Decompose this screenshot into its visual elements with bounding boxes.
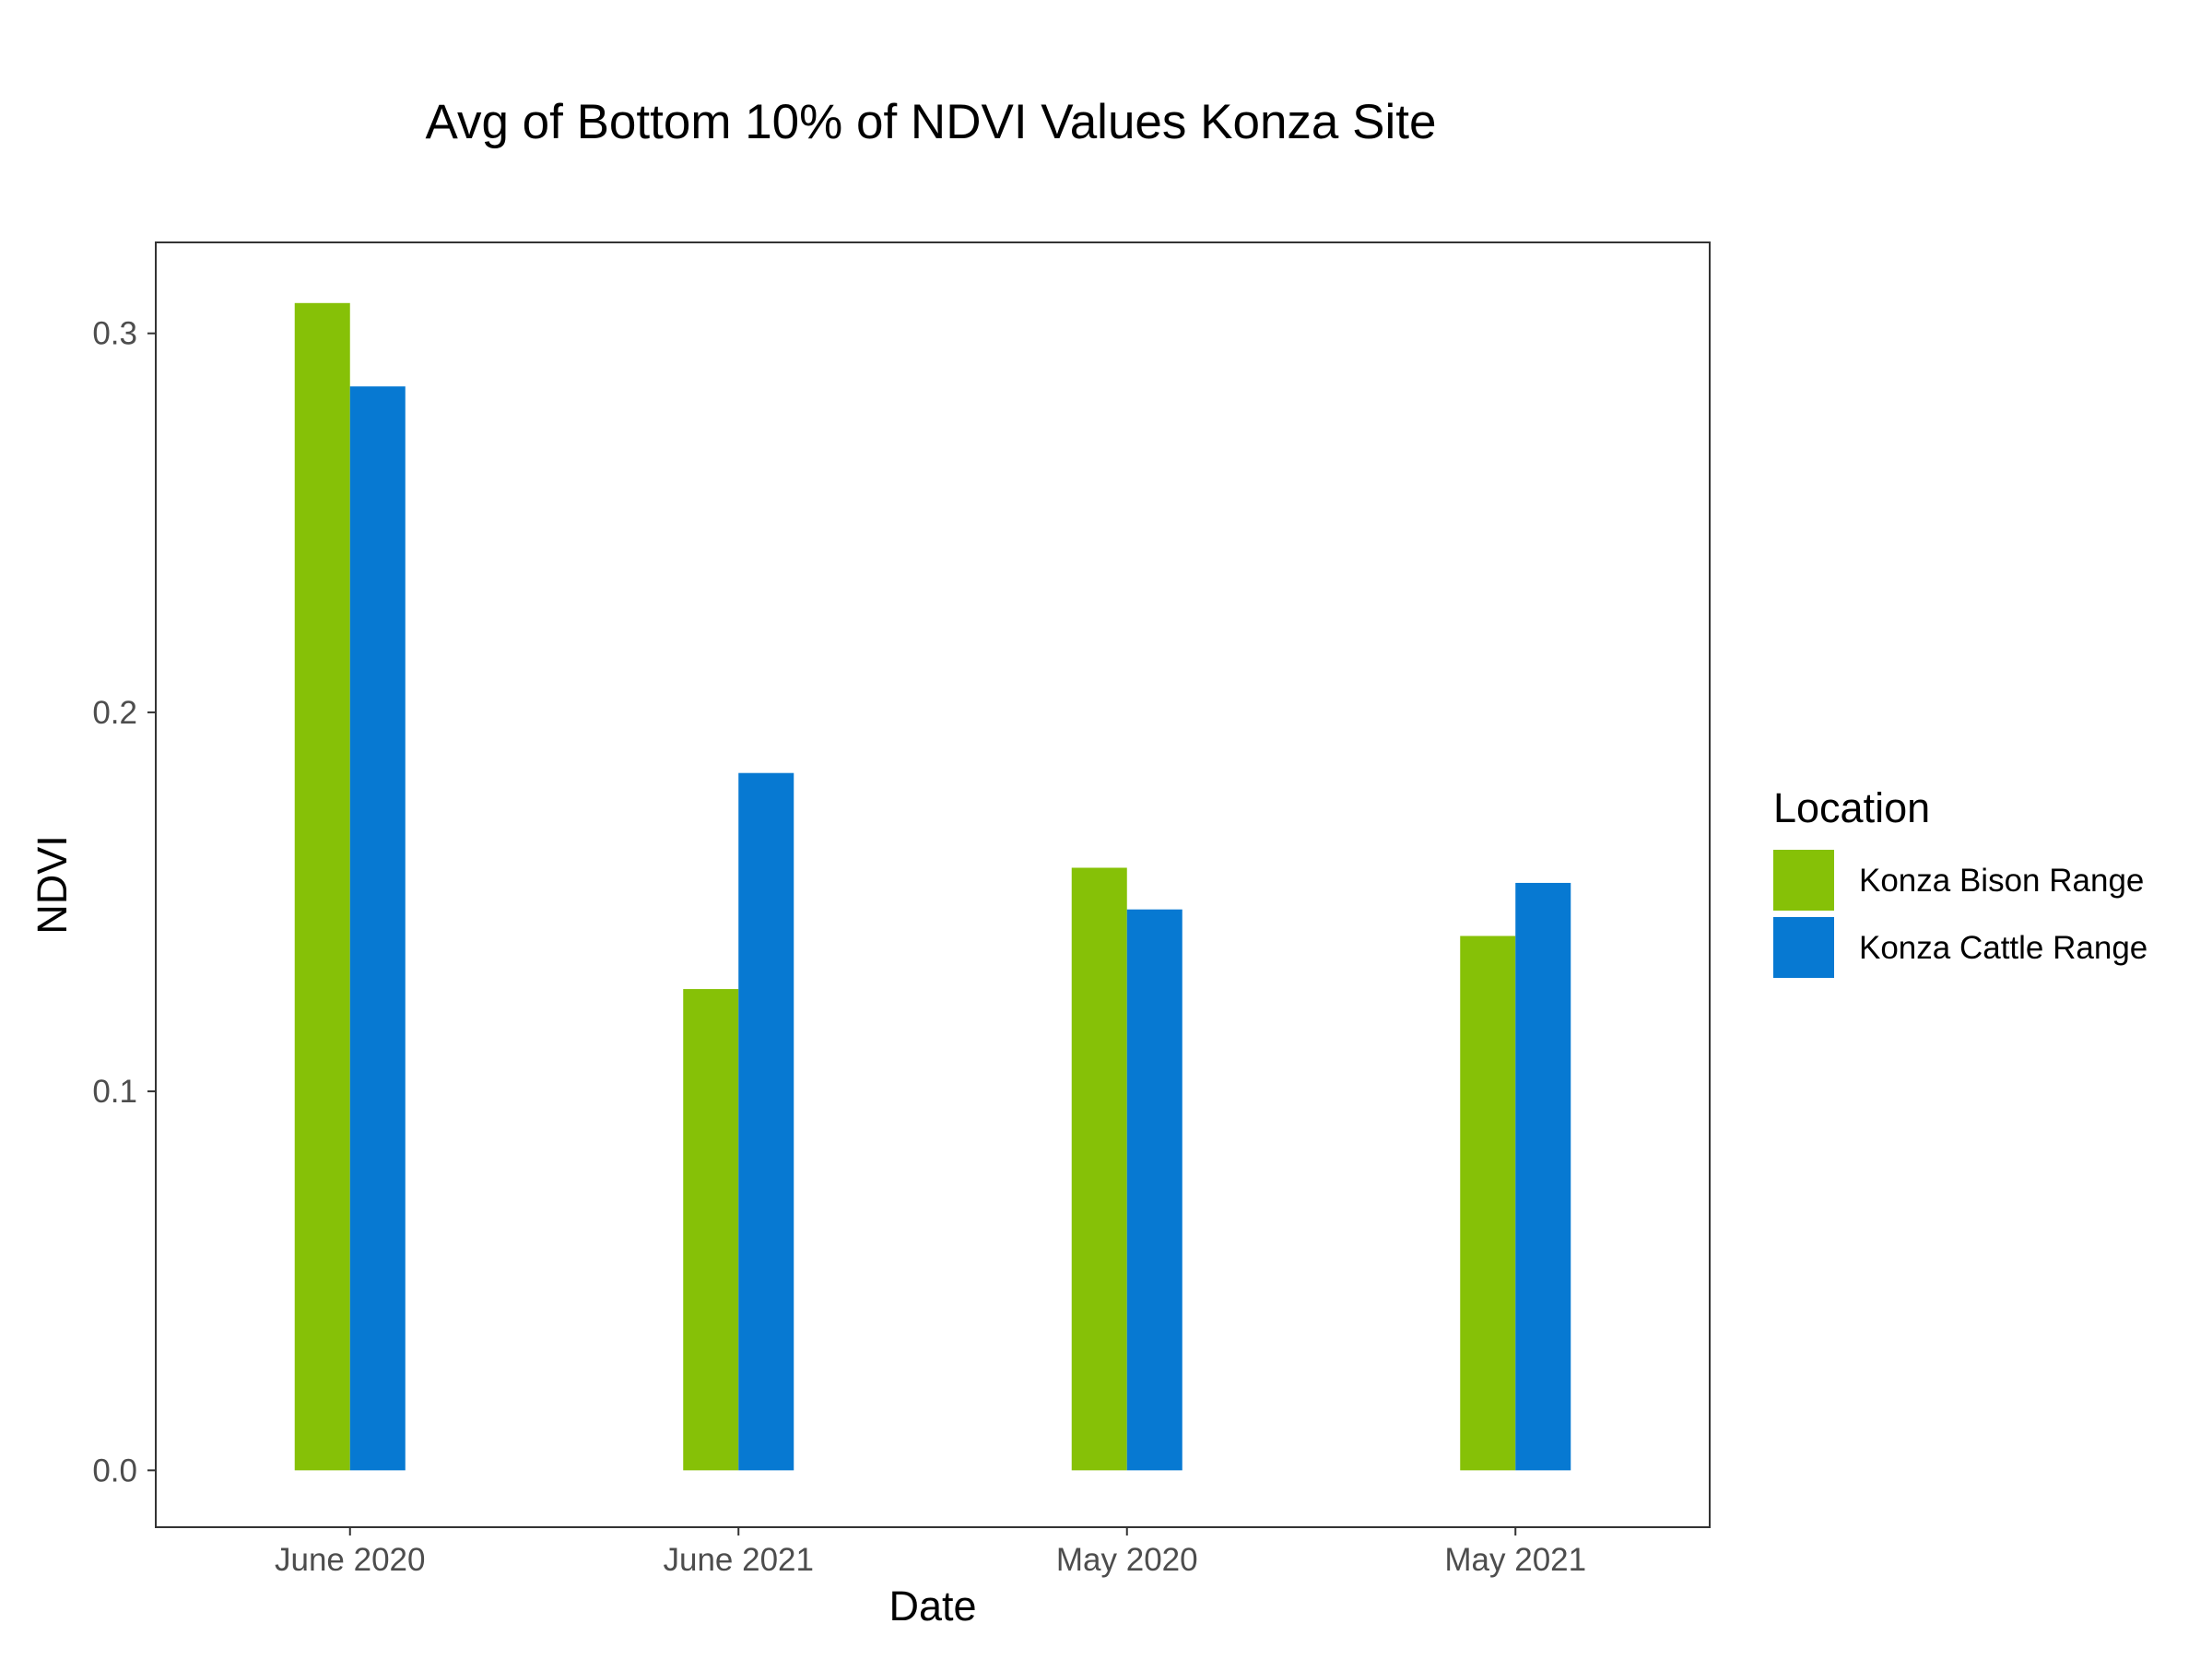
bar-june-2020-series-0	[294, 302, 350, 1471]
y-tick-label: 0.2	[92, 695, 137, 731]
legend-key-label: Konza Bison Range	[1859, 863, 2144, 899]
y-tick-label: 0.3	[92, 316, 137, 352]
bar-may-2020-series-1	[1126, 909, 1182, 1471]
x-tick-label: June 2020	[275, 1542, 425, 1578]
x-tick-label: May 2021	[1444, 1542, 1586, 1578]
legend: Location Konza Bison Range Konza Cattle R…	[1773, 784, 2147, 978]
legend-title: Location	[1773, 784, 1930, 831]
bar-june-2020-series-1	[349, 386, 406, 1471]
x-tick-label: June 2021	[664, 1542, 814, 1578]
bar-june-2021-series-1	[738, 772, 794, 1471]
chart-title: Avg of Bottom 10% of NDVI Values Konza S…	[426, 95, 1437, 149]
x-tick-label: May 2020	[1056, 1542, 1198, 1578]
bar-may-2020-series-0	[1071, 867, 1127, 1471]
legend-key-swatch	[1773, 917, 1834, 978]
y-tick-label: 0.1	[92, 1074, 137, 1110]
bar-may-2021-series-0	[1460, 935, 1516, 1471]
bar-june-2021-series-0	[683, 989, 739, 1471]
bars-group	[294, 302, 1571, 1471]
legend-key-label: Konza Cattle Range	[1859, 930, 2147, 966]
y-axis: 0.0 0.1 0.2 0.3	[92, 316, 156, 1488]
y-tick-label: 0.0	[92, 1453, 137, 1488]
x-axis-title: Date	[888, 1583, 976, 1630]
bar-may-2021-series-1	[1515, 882, 1571, 1471]
y-axis-title: NDVI	[29, 835, 76, 935]
plot-panel	[155, 241, 1711, 1528]
x-axis: June 2020 June 2021 May 2020 May 2021	[275, 1527, 1586, 1578]
legend-key-swatch	[1773, 850, 1834, 911]
